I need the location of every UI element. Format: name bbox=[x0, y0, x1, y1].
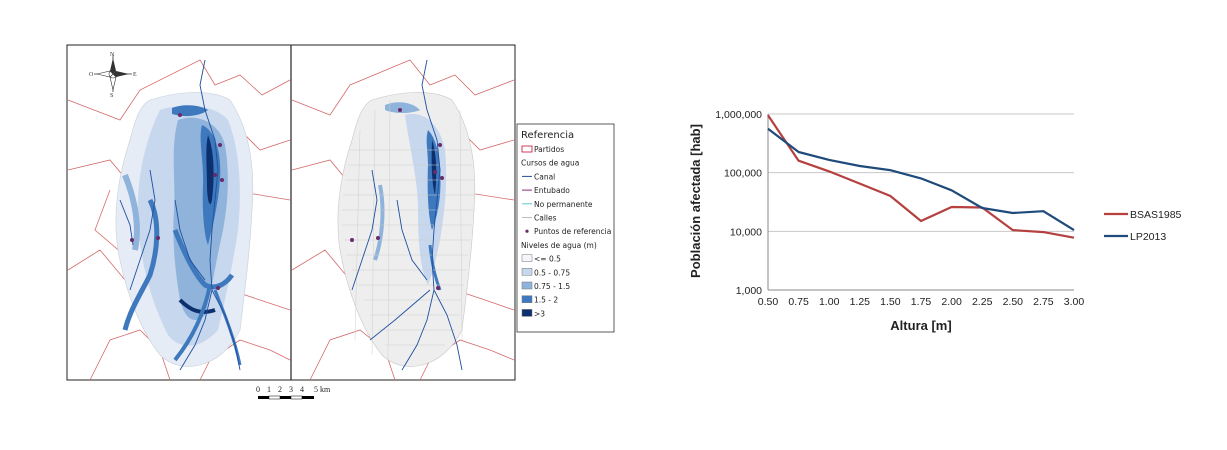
chart-gridlines bbox=[768, 113, 1074, 232]
y-tick-label: 100,000 bbox=[724, 168, 762, 180]
waterways-right bbox=[351, 59, 463, 371]
series-line-bsas1985 bbox=[767, 114, 1075, 239]
x-tick-label: 3.00 bbox=[1064, 296, 1085, 308]
x-tick-label: 1.00 bbox=[819, 296, 840, 308]
legend-row: Niveles de agua (m) bbox=[521, 241, 597, 250]
boundary-swatch-icon bbox=[521, 145, 533, 153]
flood-extent-right bbox=[337, 92, 476, 367]
legend-label: Puntos de referencia bbox=[534, 227, 611, 236]
compass-n: N bbox=[110, 52, 115, 58]
x-tick-label: 1.75 bbox=[911, 296, 932, 308]
level-swatch-icon bbox=[521, 295, 533, 303]
y-tick-label: 10,000 bbox=[730, 226, 762, 238]
flood-map-panel: N S O E Referencia Partidos Cursos de agu… bbox=[66, 44, 615, 400]
scale-tick-label: 2 bbox=[278, 385, 282, 394]
x-tick-label: 0.50 bbox=[758, 296, 779, 308]
y-axis-label: Población afectada [hab] bbox=[688, 124, 703, 278]
compass-o: O bbox=[89, 72, 94, 78]
legend-label-bsas1985: BSAS1985 bbox=[1130, 209, 1182, 221]
legend-label: 1.5 - 2 bbox=[534, 296, 558, 305]
series-line-lp2013 bbox=[767, 127, 1075, 232]
legend-row: No permanente bbox=[522, 200, 593, 209]
y-tick-labels: 1,000 10,000 100,000 1,000,000 bbox=[715, 109, 762, 297]
legend-label: <= 0.5 bbox=[534, 255, 561, 264]
map-legend-title: Referencia bbox=[521, 130, 574, 141]
map-legend-items: Partidos Cursos de agua Canal Entubado No pe… bbox=[521, 145, 611, 318]
legend-label: Entubado bbox=[534, 186, 570, 195]
x-tick-label: 1.25 bbox=[850, 296, 871, 308]
legend-label: 0.5 - 0.75 bbox=[534, 268, 570, 277]
legend-row: Partidos bbox=[521, 145, 564, 154]
level-swatch-icon bbox=[521, 309, 533, 317]
line-chart: 1,000 10,000 100,000 1,000,000 0.50 0.75 1.00… bbox=[688, 109, 1182, 333]
streets-right bbox=[342, 99, 474, 361]
legend-label: 0.75 - 1.5 bbox=[534, 282, 570, 291]
legend-row: Puntos de referencia bbox=[525, 227, 611, 236]
x-tick-label: 2.75 bbox=[1033, 296, 1054, 308]
legend-label: Niveles de agua (m) bbox=[521, 241, 597, 250]
y-tick-label: 1,000 bbox=[736, 285, 762, 297]
compass-e: E bbox=[133, 72, 137, 78]
scale-tick-label: 1 bbox=[267, 385, 271, 394]
legend-label: Cursos de agua bbox=[521, 159, 579, 168]
legend-row: 0.5 - 0.75 bbox=[521, 268, 570, 277]
scale-tick-label: 3 bbox=[289, 385, 293, 394]
legend-row: Calles bbox=[522, 214, 557, 223]
legend-row: <= 0.5 bbox=[521, 254, 561, 264]
compass-s: S bbox=[110, 93, 113, 99]
chart-axes bbox=[767, 114, 1074, 291]
chart-legend: BSAS1985 LP2013 bbox=[1104, 209, 1182, 243]
x-tick-label: 2.50 bbox=[1003, 296, 1024, 308]
legend-label: No permanente bbox=[534, 200, 593, 209]
reference-points-right bbox=[350, 108, 444, 290]
legend-row: Canal bbox=[522, 172, 555, 181]
reference-point-icon bbox=[525, 229, 529, 233]
flood-extent-left bbox=[115, 92, 254, 367]
map-legend: Referencia Partidos Cursos de agua Canal En… bbox=[516, 123, 615, 333]
y-tick-label: 1,000,000 bbox=[715, 109, 762, 121]
legend-label: Canal bbox=[534, 172, 555, 181]
reference-points-left bbox=[130, 113, 224, 290]
legend-label: Calles bbox=[534, 214, 557, 223]
x-tick-labels: 0.50 0.75 1.00 1.25 1.50 1.75 2.00 2.25 2.50 2.75… bbox=[758, 296, 1085, 308]
map-legend-frame bbox=[516, 123, 615, 333]
x-tick-label: 2.00 bbox=[941, 296, 962, 308]
legend-row: Entubado bbox=[522, 186, 570, 195]
level-swatch-icon bbox=[521, 268, 533, 276]
scale-tick-label: 0 bbox=[256, 385, 260, 394]
scale-tick-label: 4 bbox=[300, 385, 304, 394]
legend-row: >3 bbox=[521, 309, 545, 318]
level-swatch-icon bbox=[521, 281, 533, 290]
legend-row: 1.5 - 2 bbox=[521, 295, 558, 305]
legend-label: Partidos bbox=[534, 145, 564, 154]
x-axis-label: Altura [m] bbox=[890, 318, 951, 333]
compass-rose-icon: N S O E bbox=[89, 52, 137, 99]
legend-row: Cursos de agua bbox=[521, 159, 579, 168]
chart-series bbox=[767, 114, 1075, 239]
x-tick-label: 0.75 bbox=[788, 296, 809, 308]
waterways-left bbox=[119, 59, 241, 371]
x-tick-label: 2.25 bbox=[972, 296, 993, 308]
scale-tick-label: 5 km bbox=[314, 385, 331, 394]
x-tick-label: 1.50 bbox=[880, 296, 901, 308]
legend-label: >3 bbox=[534, 309, 545, 318]
level-swatch-icon bbox=[521, 254, 533, 262]
legend-row: 0.75 - 1.5 bbox=[521, 281, 570, 291]
legend-label-lp2013: LP2013 bbox=[1130, 231, 1166, 243]
